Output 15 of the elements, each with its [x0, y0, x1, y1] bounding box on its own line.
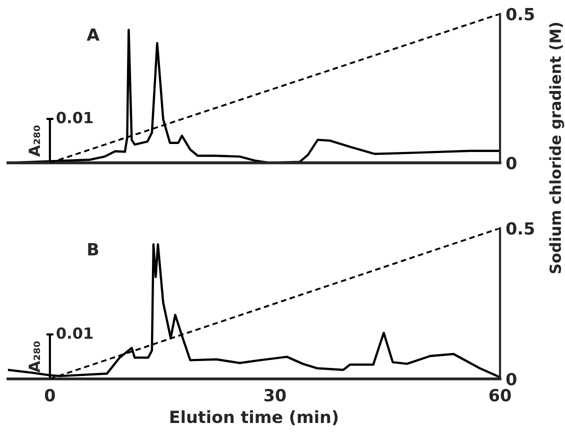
y-axis-title: A₂₈₀ [28, 341, 40, 373]
annotation: 0.01 [56, 327, 93, 339]
annotation: 0.01 [56, 112, 93, 124]
x-tick-label: 30 [264, 388, 286, 402]
chart-title: B [88, 243, 98, 256]
y2-axis-title: Sodium chloride gradient (M) [549, 22, 564, 274]
y-axis-title: A₂₈₀ [28, 126, 40, 157]
y2-tick-label: 0 [506, 156, 516, 170]
x-tick-label: 60 [489, 388, 511, 402]
y2-tick-label: 0 [506, 372, 516, 386]
x-axis-title: Elution time (min) [170, 410, 338, 426]
y2-tick-label: 0.5 [506, 222, 534, 235]
x-tick-label: 0 [44, 388, 55, 402]
y2-tick-label: 0.5 [506, 8, 534, 20]
chart-title: A [86, 28, 100, 41]
